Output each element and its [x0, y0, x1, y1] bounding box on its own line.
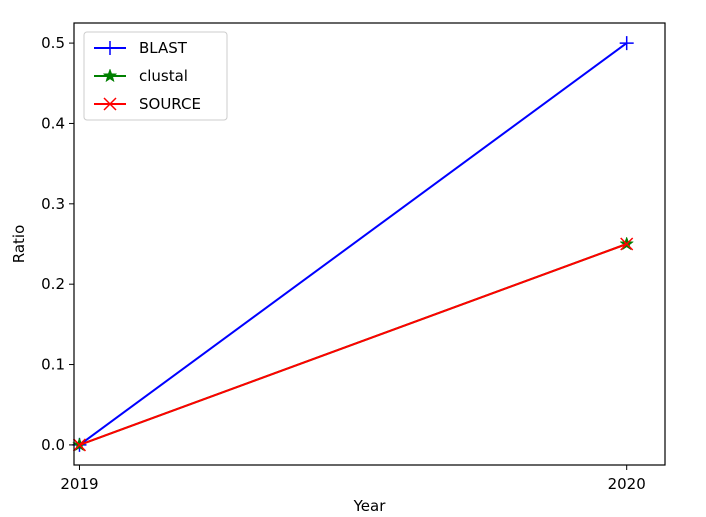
- legend-item-source: SOURCE: [94, 95, 201, 113]
- data-point-source: [72, 438, 87, 452]
- x-axis: 2019 2020: [60, 465, 646, 493]
- series-line-blast: [78, 42, 628, 446]
- y-tick-label: 0.0: [41, 436, 65, 454]
- y-tick-label: 0.5: [41, 34, 65, 52]
- plot-frame: [73, 22, 666, 466]
- legend-box: [83, 31, 228, 121]
- y-tick-label: 0.4: [41, 114, 65, 132]
- x-tick-label: 2020: [608, 475, 646, 493]
- y-axis: 0.0 0.1 0.2 0.3 0.4 0.5: [41, 34, 74, 454]
- x-axis-label: Year: [353, 497, 387, 515]
- series-source: [72, 237, 634, 452]
- y-axis-label: Ratio: [10, 225, 28, 264]
- legend-marker: [103, 97, 117, 111]
- y-tick-label: 0.2: [41, 275, 65, 293]
- legend-item-clustal: clustal: [94, 67, 188, 85]
- legend-label: clustal: [139, 67, 188, 85]
- legend-label: BLAST: [139, 39, 188, 57]
- data-point-source: [620, 237, 634, 251]
- legend-marker: [102, 68, 118, 83]
- series-line-source: [79, 243, 628, 446]
- legend-label: SOURCE: [139, 95, 201, 113]
- y-tick-label: 0.1: [41, 356, 65, 374]
- legend-marker: [103, 41, 117, 55]
- data-point-blast: [619, 36, 634, 51]
- legend-item-blast: BLAST: [94, 39, 188, 57]
- x-tick-label: 2019: [60, 475, 98, 493]
- y-tick-label: 0.3: [41, 195, 65, 213]
- legend: BLAST clustal SOURCE: [83, 31, 228, 121]
- series-layer: [72, 36, 635, 452]
